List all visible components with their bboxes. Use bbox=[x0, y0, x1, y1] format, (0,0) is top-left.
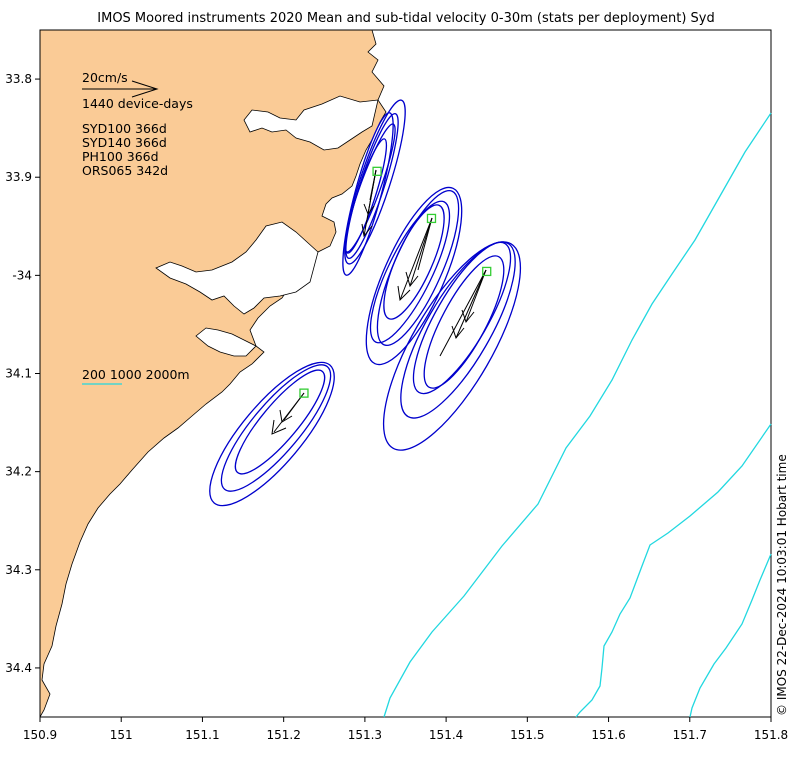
deployment-3: PH100 366d bbox=[82, 149, 159, 164]
x-tick-label: 151.2 bbox=[266, 728, 300, 742]
ellipses-site-3 bbox=[382, 241, 522, 451]
site-markers bbox=[299, 166, 492, 398]
deployment-2: SYD140 366d bbox=[82, 135, 167, 150]
y-tick-label: 34.4 bbox=[5, 661, 32, 675]
y-tick-label: 34.2 bbox=[5, 465, 32, 479]
variance-ellipses bbox=[209, 99, 522, 507]
isobaths bbox=[383, 112, 772, 718]
variance-ellipse bbox=[400, 241, 516, 419]
scale-days-label: 1440 device-days bbox=[82, 96, 193, 111]
x-tick-label: 151.5 bbox=[510, 728, 544, 742]
y-axis: 33.8 33.9 -34 34.1 34.2 34.3 34.4 bbox=[5, 72, 40, 675]
variance-ellipse bbox=[365, 186, 463, 366]
arrow-head bbox=[461, 309, 475, 324]
scale-speed-label: 20cm/s bbox=[82, 70, 128, 85]
deployment-4: ORS065 342d bbox=[82, 163, 168, 178]
y-tick-label: -34 bbox=[12, 268, 32, 282]
scale-arrow-head bbox=[131, 80, 159, 98]
port-hacking bbox=[195, 327, 257, 357]
variance-ellipse bbox=[382, 241, 522, 451]
deployment-1: SYD100 366d bbox=[82, 121, 167, 136]
velocity-arrow bbox=[417, 217, 433, 271]
variance-ellipse bbox=[344, 138, 388, 254]
y-tick-label: 33.8 bbox=[5, 72, 32, 86]
mooring-site-marker bbox=[372, 166, 382, 176]
ellipses-site-2 bbox=[365, 186, 463, 366]
arrow-head bbox=[397, 285, 411, 302]
variance-ellipse bbox=[412, 241, 512, 395]
velocity-arrow bbox=[455, 269, 487, 339]
credit-text: © IMOS 22-Dec-2024 10:03:01 Hobart time bbox=[775, 454, 789, 716]
arrow-head bbox=[361, 223, 373, 238]
variance-ellipse bbox=[344, 99, 406, 265]
x-tick-label: 151.3 bbox=[348, 728, 382, 742]
y-tick-label: 34.1 bbox=[5, 367, 32, 381]
isobath-2000m bbox=[689, 553, 772, 718]
arrow-head bbox=[451, 325, 465, 340]
x-tick-label: 151.6 bbox=[591, 728, 625, 742]
variance-ellipse bbox=[209, 361, 335, 507]
isobath-legend-label: 200 1000 2000m bbox=[82, 367, 190, 382]
x-tick-label: 151.7 bbox=[673, 728, 707, 742]
variance-ellipse bbox=[234, 369, 326, 475]
harbour-inlet bbox=[243, 95, 379, 151]
y-tick-label: 33.9 bbox=[5, 170, 32, 184]
velocity-arrow bbox=[409, 217, 433, 287]
variance-ellipse bbox=[369, 200, 451, 344]
x-tick-label: 150.9 bbox=[23, 728, 57, 742]
x-tick-label: 151.8 bbox=[754, 728, 788, 742]
velocity-arrow bbox=[399, 217, 433, 301]
x-axis: 150.9 151 151.1 151.2 151.3 151.4 151.5 151.6 15… bbox=[23, 717, 788, 742]
variance-ellipse bbox=[423, 255, 505, 389]
velocity-arrow bbox=[465, 269, 487, 323]
variance-ellipse bbox=[342, 112, 394, 276]
x-tick-label: 151.1 bbox=[185, 728, 219, 742]
mooring-site-marker bbox=[426, 213, 437, 224]
x-tick-label: 151 bbox=[110, 728, 133, 742]
x-tick-label: 151.4 bbox=[429, 728, 463, 742]
chart-title: IMOS Moored instruments 2020 Mean and su… bbox=[97, 11, 714, 26]
isobath-1000m bbox=[575, 423, 772, 718]
botany-bay bbox=[155, 221, 319, 315]
arrows-site-2 bbox=[397, 217, 433, 302]
arrows-site-3 bbox=[439, 269, 487, 357]
variance-ellipse bbox=[376, 189, 460, 347]
plot-area bbox=[39, 29, 772, 719]
arrow-head bbox=[363, 203, 375, 216]
variance-ellipse bbox=[220, 364, 332, 492]
variance-ellipse bbox=[383, 204, 445, 320]
y-tick-label: 34.3 bbox=[5, 563, 32, 577]
isobath-200m bbox=[383, 112, 772, 718]
scale-legend: 20cm/s 1440 device-days SYD100 366d SYD1… bbox=[82, 70, 193, 385]
ellipses-site-1 bbox=[342, 99, 406, 276]
arrow-head bbox=[405, 271, 419, 288]
mooring-site-marker bbox=[482, 266, 492, 277]
mooring-site-marker bbox=[299, 388, 309, 398]
arrow-head bbox=[271, 419, 287, 435]
ellipses-site-4 bbox=[209, 361, 335, 507]
arrow-head bbox=[279, 409, 293, 423]
